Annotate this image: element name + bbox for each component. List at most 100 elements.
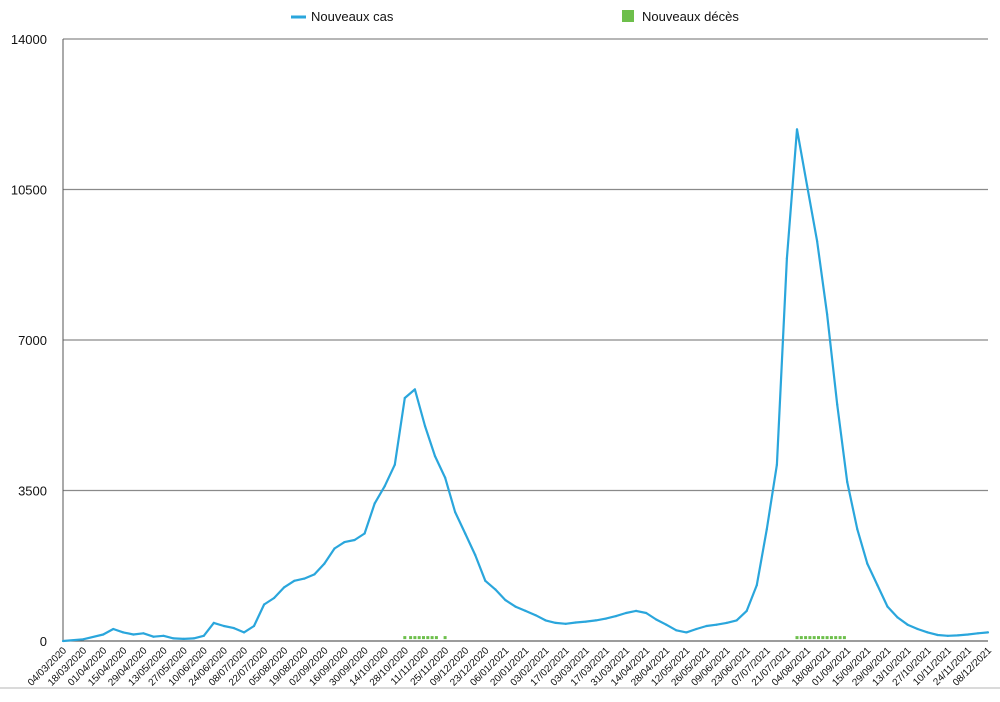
data-point-deaths	[825, 636, 829, 640]
data-point-cases	[735, 619, 738, 622]
data-point-cases	[313, 573, 316, 576]
data-point-deaths	[804, 636, 808, 640]
gridlines	[0, 38, 1000, 689]
data-point-cases	[986, 631, 990, 634]
data-point-cases	[614, 615, 618, 618]
data-point-cases	[142, 632, 145, 635]
data-point-cases	[805, 184, 809, 187]
data-point-cases	[946, 634, 949, 637]
data-point-cases	[484, 579, 487, 582]
data-point-cases	[775, 463, 779, 466]
data-point-deaths	[838, 636, 842, 640]
data-point-cases	[433, 455, 437, 458]
data-point-cases	[846, 480, 849, 483]
data-point-cases	[303, 577, 306, 580]
data-point-cases	[655, 618, 658, 621]
data-point-deaths	[799, 636, 803, 640]
data-point-deaths	[842, 636, 846, 640]
data-point-cases	[725, 621, 728, 625]
y-tick-label: 3500	[18, 484, 47, 499]
data-point-cases	[273, 596, 276, 600]
data-point-cases	[534, 614, 537, 617]
data-point-cases	[283, 586, 286, 589]
data-point-deaths	[409, 636, 413, 640]
data-point-cases	[464, 532, 467, 535]
data-point-cases	[715, 623, 718, 626]
data-point-cases	[765, 528, 768, 531]
data-point-cases	[242, 631, 246, 634]
data-point-cases	[383, 485, 386, 488]
data-point-cases	[755, 584, 758, 587]
data-point-cases	[353, 538, 356, 542]
data-point-cases	[635, 609, 638, 613]
data-point-cases	[685, 631, 688, 634]
data-point-cases	[695, 627, 698, 631]
data-point-cases	[936, 633, 939, 637]
data-point-cases	[132, 633, 135, 636]
data-point-deaths	[434, 636, 438, 640]
data-point-deaths	[422, 636, 425, 640]
data-point-cases	[564, 622, 567, 625]
data-point-cases	[494, 588, 497, 591]
data-point-cases	[112, 627, 115, 631]
legend-label-deaths: Nouveaux décès	[642, 9, 739, 24]
data-point-cases	[182, 637, 185, 641]
data-point-deaths	[443, 636, 447, 640]
data-point-cases	[866, 562, 869, 565]
y-tick-label: 10500	[11, 183, 47, 198]
plot-series	[61, 128, 990, 643]
data-point-deaths	[829, 636, 833, 640]
data-point-deaths	[795, 636, 799, 640]
data-point-cases	[82, 638, 85, 641]
data-point-cases	[333, 547, 336, 550]
data-point-cases	[896, 616, 899, 619]
data-point-cases	[202, 634, 205, 637]
data-point-deaths	[430, 636, 434, 640]
y-axis-ticks: 0 3500 7000 10500 14000	[11, 32, 47, 649]
data-point-cases	[524, 609, 527, 613]
data-point-cases	[795, 128, 799, 131]
data-point-cases	[232, 627, 235, 630]
data-point-cases	[122, 631, 125, 634]
data-point-cases	[263, 603, 266, 606]
data-point-cases	[604, 617, 608, 620]
data-point-cases	[544, 619, 547, 622]
data-point-cases	[162, 634, 165, 637]
data-point-cases	[172, 637, 175, 640]
data-point-cases	[966, 633, 970, 636]
data-point-deaths	[834, 636, 838, 640]
data-point-cases	[514, 605, 517, 608]
y-tick-label: 14000	[11, 32, 47, 47]
data-point-cases	[876, 584, 879, 587]
data-point-deaths	[821, 636, 825, 640]
legend: Nouveaux cas Nouveaux décès	[291, 9, 739, 24]
data-point-cases	[745, 609, 748, 613]
data-point-cases	[403, 396, 406, 400]
data-point-cases	[916, 627, 919, 631]
data-point-cases	[61, 639, 65, 643]
data-point-cases	[504, 599, 507, 602]
data-point-cases	[956, 634, 959, 637]
series-line-cases	[62, 128, 989, 643]
data-point-cases	[856, 528, 859, 531]
data-point-cases	[363, 532, 366, 535]
data-point-cases	[222, 624, 225, 628]
data-point-cases	[826, 313, 829, 316]
legend-label-cases: Nouveaux cas	[311, 9, 394, 24]
data-point-cases	[816, 240, 819, 243]
data-point-cases	[976, 632, 980, 635]
data-point-cases	[423, 424, 427, 428]
data-point-deaths	[817, 636, 820, 640]
data-point-deaths	[808, 636, 812, 640]
data-point-cases	[413, 388, 416, 391]
data-point-deaths	[426, 636, 430, 640]
data-point-cases	[836, 403, 839, 406]
data-point-cases	[343, 541, 346, 544]
y-tick-label: 0	[40, 634, 47, 649]
data-point-cases	[584, 620, 587, 623]
y-tick-label: 7000	[18, 333, 47, 348]
data-point-cases	[252, 624, 256, 628]
data-point-cases	[323, 562, 326, 565]
data-point-cases	[212, 621, 215, 625]
